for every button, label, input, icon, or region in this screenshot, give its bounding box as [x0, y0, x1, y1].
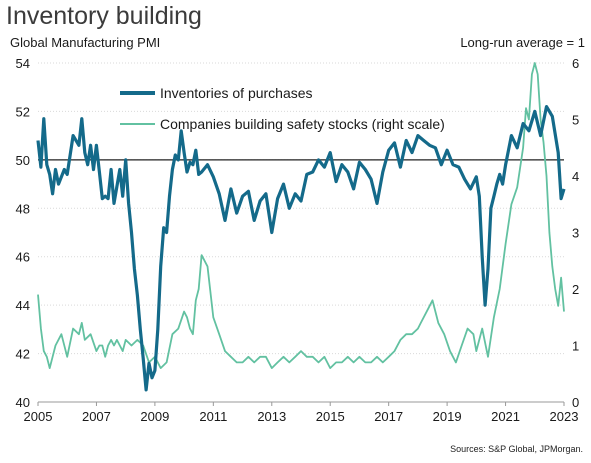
source-note: Sources: S&P Global, JPMorgan.	[450, 444, 583, 454]
y2-tick-label: 4	[572, 169, 579, 184]
y-tick-label: 54	[16, 56, 30, 71]
x-tick-label: 2019	[433, 409, 462, 424]
legend-label-safety: Companies building safety stocks (right …	[160, 116, 445, 132]
x-tick-label: 2007	[82, 409, 111, 424]
x-tick-label: 2009	[140, 409, 169, 424]
series-line-inventories	[36, 105, 566, 392]
legend: Inventories of purchases Companies build…	[120, 85, 445, 132]
series-lines	[36, 62, 566, 392]
y-tick-label: 44	[16, 298, 30, 313]
y2-tick-label: 5	[572, 113, 579, 128]
chart-title: Inventory building	[6, 2, 202, 30]
y2-tick-label: 1	[572, 339, 579, 354]
x-tick-label: 2011	[199, 409, 227, 424]
x-tick-label: 2017	[374, 409, 403, 424]
x-tick-label: 2013	[257, 409, 286, 424]
series-line-safety-stocks	[37, 62, 565, 369]
axes: 40 42 44 46 48 50 52 54 0 1 2 3 4 5 6 2005 2007 2009 2011 2…	[16, 56, 580, 424]
y-tick-label: 40	[16, 395, 30, 410]
y2-tick-label: 3	[572, 226, 579, 241]
x-tick-label: 2005	[24, 409, 53, 424]
y-tick-label: 52	[16, 104, 30, 119]
y-tick-label: 50	[16, 153, 30, 168]
legend-label-inventories: Inventories of purchases	[160, 85, 313, 101]
x-tick-label: 2023	[550, 409, 579, 424]
y-tick-label: 46	[16, 250, 30, 265]
right-axis-title: Long-run average = 1	[460, 35, 585, 50]
x-tick-label: 2021	[491, 409, 520, 424]
left-axis-title: Global Manufacturing PMI	[10, 35, 161, 50]
y2-tick-label: 0	[572, 395, 579, 410]
y-tick-label: 42	[16, 347, 30, 362]
y2-tick-label: 6	[572, 56, 579, 71]
y2-tick-label: 2	[572, 282, 579, 297]
x-tick-label: 2015	[316, 409, 345, 424]
y-tick-label: 48	[16, 201, 30, 216]
